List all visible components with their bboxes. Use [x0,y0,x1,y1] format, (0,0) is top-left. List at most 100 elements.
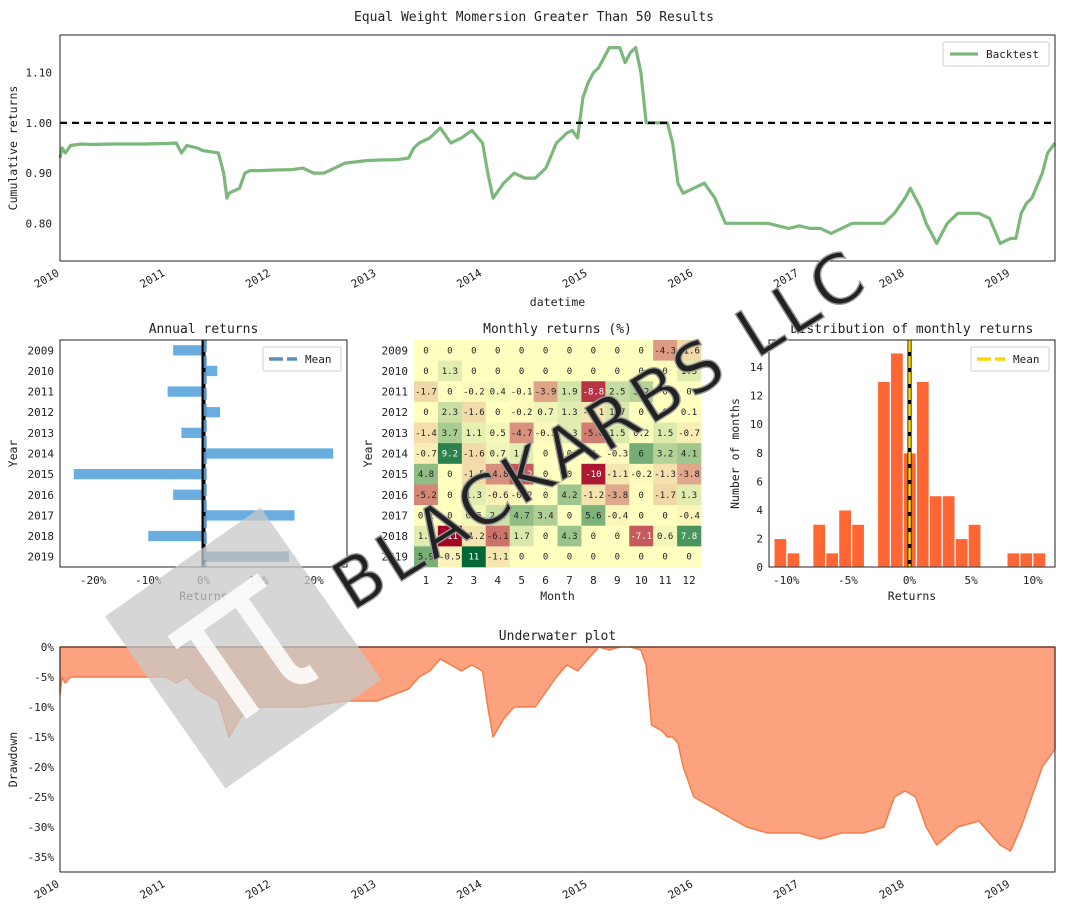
heatmap-cell-label: 0 [447,470,452,480]
annual-return-bar [203,407,221,418]
legend-box [970,346,1050,372]
heatmap-cell [557,463,582,485]
y-tick-label: 14 [750,361,764,374]
heatmap-cell-label: -1.2 [583,491,605,501]
heatmap-cell [485,340,510,361]
heatmap-cell [509,525,534,547]
heatmap-cell [437,463,463,485]
heatmap-cell [461,443,487,465]
heatmap-cell [581,484,606,506]
heatmap-cell [533,525,558,547]
heatmap-cell [629,401,654,423]
heatmap-cell [533,443,558,465]
heatmap-cell-label: 0.2 [633,429,649,439]
heatmap-cell-label: 2.5 [609,388,625,398]
heatmap-cell [605,484,630,506]
heatmap-cell [437,340,463,361]
heatmap-cell-label: 4.2 [561,491,577,501]
heatmap-cell-label: 1.9 [561,388,577,398]
heatmap-cell-label: 0 [567,511,572,521]
heatmap-cell [581,546,606,568]
annual-return-bar [203,510,295,521]
heatmap-cell [677,340,702,361]
heatmap-cell [581,443,606,465]
heatmap-cell [557,340,582,361]
heatmap-cell [629,340,654,361]
heatmap-cell-label: 5.9 [418,553,434,563]
heatmap-cell-label: 0 [543,450,548,460]
heatmap-cell [581,381,606,403]
heatmap-cell-label: 0 [471,367,476,377]
heatmap-cell [581,340,606,361]
heatmap-cell [533,401,558,423]
heatmap-cell-label: -0.7 [678,429,700,439]
x-tick-label: 2016 [666,877,695,902]
heatmap-cell [509,546,534,568]
annual-return-bar [73,468,204,480]
x-tick-label: 2015 [560,266,589,291]
x-tick-label: 6 [542,574,549,587]
heatmap-cell-label: 0 [686,388,691,398]
y-tick-label: 0.90 [26,167,53,180]
y-tick-label: 2014 [28,448,55,461]
y-axis-label: Year [361,440,375,468]
heatmap-cell [557,525,582,547]
heatmap-cell [461,525,487,547]
heatmap-cell [605,525,630,547]
y-tick-label: -25% [28,791,55,804]
x-axis-label: Returns [888,589,936,603]
heatmap-cell [437,443,463,465]
legend-box [262,346,342,372]
heatmap-cell [437,422,463,444]
histogram-bar [889,352,904,568]
x-tick-label: 5 [518,574,525,587]
heatmap-cell-label: 0 [638,553,643,563]
heatmap-cell-label: 0 [543,346,548,356]
heatmap-cell [677,525,702,547]
heatmap-cell-label: 0 [567,470,572,480]
heatmap-cell [461,546,487,568]
histogram-bar [928,495,943,568]
heatmap-cell [509,360,534,382]
heatmap-cell [461,401,487,423]
heatmap-cell-label: 4.3 [561,532,577,542]
heatmap-cell-label: -1.6 [463,408,485,418]
heatmap-cell-label: -0.1 [511,388,533,398]
heatmap-cell-label: 11 [468,553,479,563]
heatmap-cell-label: -1.3 [654,470,676,480]
histogram-bar [1032,552,1047,568]
heatmap-cell [677,505,702,527]
x-tick-label: 11 [659,574,672,587]
heatmap-cell-label: -1.5 [463,470,485,480]
heatmap-cell-label: 1.3 [418,532,434,542]
y-tick-label: 2018 [382,530,409,543]
heatmap-cell [533,484,558,506]
heatmap-cell [629,360,654,382]
chart-title: Distribution of monthly returns [791,322,1034,337]
heatmap-cell-label: -0.6 [487,491,509,501]
y-tick-label: 2009 [28,344,55,357]
heatmap-cell-label: 1.7 [609,408,625,418]
heatmap-cell [509,422,534,444]
heatmap-cell [461,340,487,361]
heatmap-cell-label: 0 [638,511,643,521]
x-tick-label: 2011 [138,877,167,902]
y-tick-label: 2011 [28,386,55,399]
heatmap-cell-label: -6.1 [487,532,509,542]
y-axis-label: Cumulative returns [6,86,20,211]
heatmap-cell [437,505,463,527]
y-tick-label: 2009 [382,344,409,357]
heatmap-cell-label: -4.3 [654,346,676,356]
heatmap-cell-label: 0 [423,346,428,356]
y-tick-label: 2016 [28,489,55,502]
y-tick-label: 2015 [28,468,55,481]
heatmap-cell-label: 0 [591,346,596,356]
histogram-bar [786,552,801,568]
heatmap-cell-label: -7.2 [511,470,533,480]
heatmap-cell [653,360,678,382]
annual-return-bar [181,427,204,439]
heatmap-cell [485,443,510,465]
heatmap-cell [653,484,678,506]
heatmap-cell-label: 0 [447,388,452,398]
heatmap-cell-label: 0 [591,450,596,460]
